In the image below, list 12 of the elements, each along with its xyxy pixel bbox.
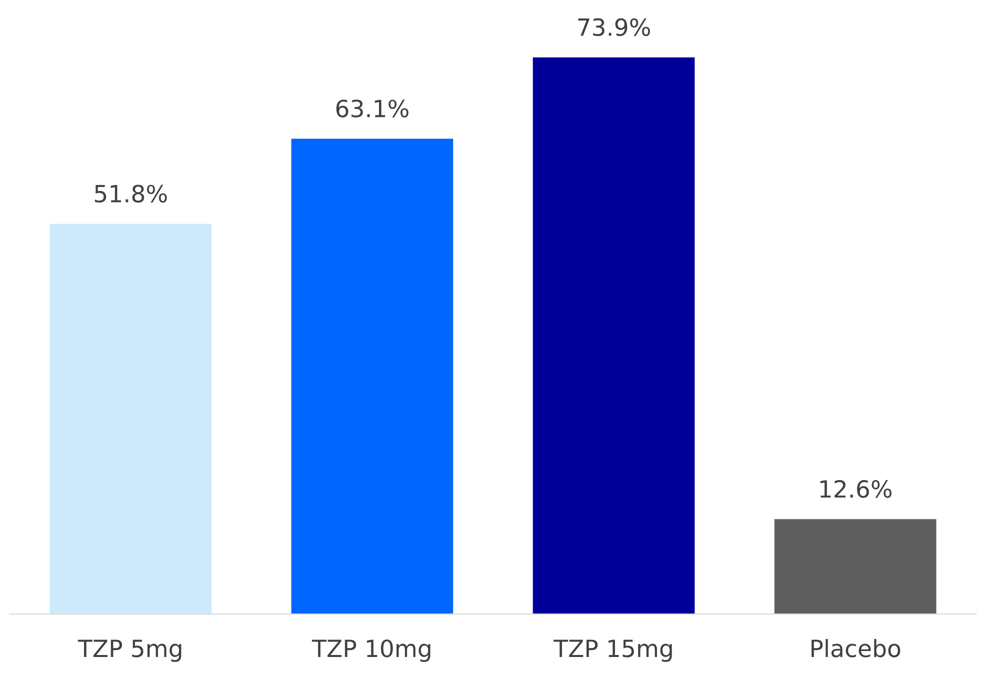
data-label: 73.9%: [578, 18, 650, 36]
data-label: 12.6%: [820, 480, 892, 498]
x-tick-label: TZP 15mg: [554, 640, 672, 662]
x-tick-label: Placebo: [812, 639, 900, 658]
data-label: 63.1%: [336, 100, 408, 118]
bar: [532, 57, 695, 614]
bar: [774, 519, 936, 614]
x-tick-label: TZP 5mg: [78, 640, 182, 662]
x-tick-label: TZP 10mg: [312, 639, 430, 662]
bar: [50, 224, 212, 614]
data-label: 51.8%: [94, 184, 167, 203]
bar: [291, 138, 454, 614]
